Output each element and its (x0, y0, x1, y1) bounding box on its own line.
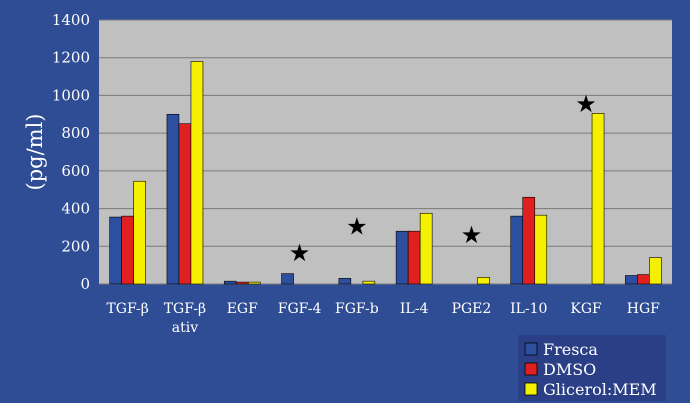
bar (477, 277, 490, 285)
bar (534, 214, 548, 285)
x-tick-label: FGF-4 (278, 301, 322, 317)
x-tick-label: IL-10 (510, 301, 547, 317)
bar (522, 196, 536, 285)
y-tick-label: 1000 (52, 86, 90, 104)
bar (281, 273, 294, 285)
bar (395, 230, 409, 285)
y-tick-label: 1200 (52, 49, 90, 67)
x-tick-label: FGF-b (335, 301, 379, 317)
bar (247, 281, 261, 285)
bar (591, 113, 605, 285)
bar (178, 123, 192, 285)
x-tick-label: ativ (172, 320, 198, 336)
star-annotation: ★ (289, 239, 311, 267)
bar (419, 212, 433, 285)
bar (625, 275, 638, 285)
bar (190, 61, 204, 285)
y-tick-label: 200 (61, 237, 90, 255)
y-tick-label: 800 (61, 124, 90, 142)
x-tick-label: IL-4 (400, 301, 429, 317)
x-tick-label: PGE2 (452, 301, 492, 317)
bar (510, 215, 524, 285)
x-axis-categories: TGF-β TGF-β ativ EGF FGF-4 FGF-b IL-4 PGE2 IL-10… (106, 301, 660, 336)
bar (133, 180, 146, 285)
star-annotation: ★ (346, 212, 368, 240)
y-axis-label: (pg/ml) (23, 114, 47, 191)
bar (649, 257, 662, 285)
bar (362, 280, 376, 285)
x-tick-label: KGF (570, 301, 602, 317)
y-axis-ticks: 0 200 400 600 800 1000 1200 1400 (52, 11, 90, 293)
bar (235, 281, 249, 285)
x-tick-label: TGF-β (164, 301, 206, 317)
legend-label: Fresca (543, 340, 598, 359)
legend-box (518, 335, 666, 401)
bar (223, 280, 237, 285)
bar (637, 274, 650, 285)
legend-label: Glicerol:MEM (543, 380, 657, 399)
x-tick-label: TGF-β (106, 301, 148, 317)
legend-label: DMSO (543, 360, 596, 379)
bar (338, 278, 352, 285)
bar (109, 216, 122, 285)
x-tick-label: HGF (627, 301, 660, 317)
annotations: ★ ★ ★ ★ (289, 90, 597, 267)
y-tick-label: 1400 (52, 11, 90, 29)
y-tick-label: 400 (61, 200, 90, 218)
bar (407, 230, 421, 285)
legend-swatch (524, 382, 538, 396)
bar (166, 113, 180, 285)
bar (121, 215, 134, 285)
y-tick-label: 0 (80, 275, 90, 293)
y-tick-label: 600 (61, 162, 90, 180)
star-annotation: ★ (575, 90, 597, 118)
bars (109, 61, 662, 285)
legend-swatch (524, 362, 538, 376)
star-annotation: ★ (461, 221, 483, 249)
x-tick-label: EGF (227, 301, 258, 317)
legend-swatch (524, 342, 538, 356)
